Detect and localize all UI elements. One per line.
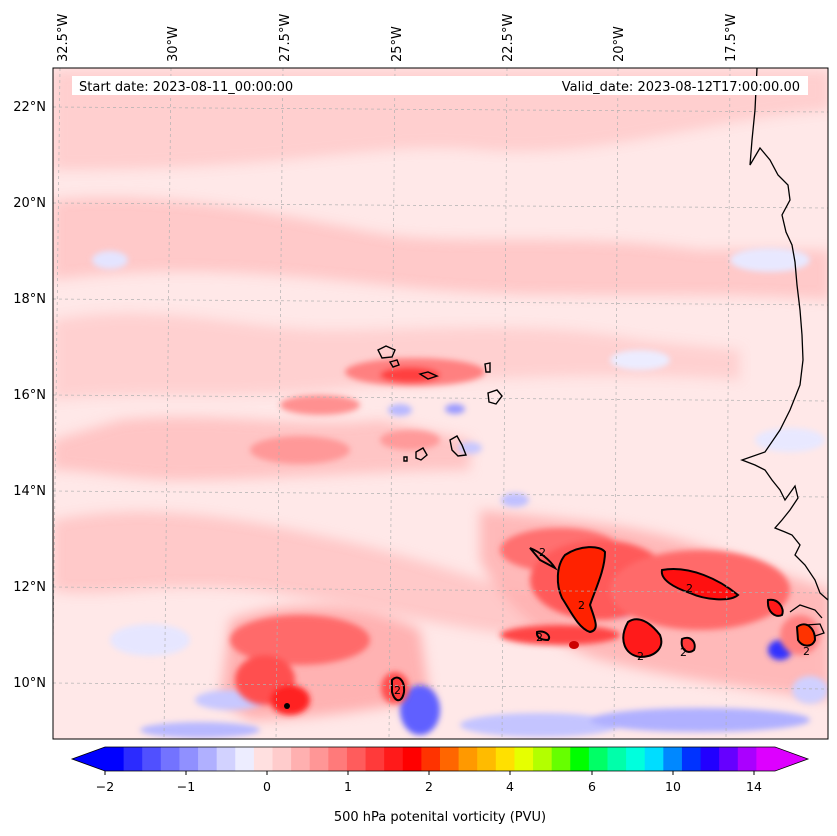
colorbar-cell: [105, 747, 125, 771]
colorbar-cell: [700, 747, 720, 771]
colorbar-tick-label: 14: [746, 779, 762, 794]
pv-negative-areas: [92, 248, 828, 738]
contour-label: 2: [803, 645, 810, 658]
pv-contours: [391, 546, 817, 702]
valid-date-text: Valid_date: 2023-08-12T17:00:00.00: [562, 80, 800, 95]
colorbar-cell: [607, 747, 627, 771]
colorbar-cell: [477, 747, 497, 771]
lon-label: 27.5°W: [278, 14, 293, 62]
colorbar-cell: [142, 747, 162, 771]
latitude-labels: 22°N 20°N 18°N 16°N 14°N 12°N 10°N: [13, 100, 46, 691]
lat-label: 14°N: [13, 484, 46, 499]
colorbar-cell: [309, 747, 329, 771]
colorbar-cell: [346, 747, 367, 771]
colorbar-cell: [179, 747, 199, 771]
pv-core-areas: [284, 547, 815, 709]
lat-label: 18°N: [13, 292, 46, 307]
colorbar-tick-label: −2: [96, 779, 114, 794]
african-coastline: [740, 68, 828, 637]
colorbar-cell: [160, 747, 180, 771]
contour-label: 2: [680, 646, 687, 659]
colorbar-cell: [365, 747, 385, 771]
colorbar-cell: [458, 747, 478, 771]
colorbar-ticks: [104, 771, 755, 775]
colorbar-cell: [570, 747, 590, 771]
cape-verde-islands: [377, 345, 503, 462]
lon-label: 32.5°W: [56, 14, 71, 62]
colorbar-cell: [514, 747, 534, 771]
colorbar-cell: [291, 747, 311, 771]
contour-label: 2: [637, 650, 644, 663]
colorbar-cell: [253, 747, 273, 771]
lat-label: 22°N: [13, 100, 46, 115]
colorbar-cell: [384, 747, 404, 771]
lon-label: 22.5°W: [501, 14, 516, 62]
colorbar-tick-label: 0: [263, 779, 271, 794]
colorbar-cell: [626, 747, 646, 771]
colorbar-cell: [198, 747, 218, 771]
colorbar-cell: [681, 747, 702, 771]
contour-label: 2: [536, 631, 543, 644]
longitude-labels: 32.5°W 30°W 27.5°W 25°W 22.5°W 20°W 17.5…: [56, 14, 739, 62]
colorbar-cell: [588, 747, 608, 771]
colorbar-left-arrow: [72, 747, 105, 771]
contour-label: 2: [686, 582, 693, 595]
colorbar-cell: [756, 747, 776, 771]
lat-label: 10°N: [13, 676, 46, 691]
contour-label: 2: [394, 684, 401, 697]
lon-label: 20°W: [612, 26, 627, 62]
contour-labels: 2 2 2 2 2 2 2 2: [394, 546, 810, 697]
colorbar-tick-label: 10: [665, 779, 681, 794]
start-date-text: Start date: 2023-08-11_00:00:00: [79, 80, 293, 95]
contour-label: 2: [539, 546, 546, 559]
colorbar-cell: [533, 747, 553, 771]
colorbar-cell: [235, 747, 255, 771]
map-panel: 2 2 2 2 2 2 2 2 Start date: 2023-08-11_0…: [53, 68, 828, 739]
colorbar-tick-label: 4: [506, 779, 514, 794]
colorbar-cell: [328, 747, 348, 771]
lat-label: 12°N: [13, 580, 46, 595]
colorbar-cell: [495, 747, 515, 771]
colorbar-right-arrow: [775, 747, 808, 771]
colorbar-cell: [719, 747, 739, 771]
contour-label: 2: [578, 599, 585, 612]
colorbar-cell: [216, 747, 236, 771]
lon-label: 25°W: [390, 26, 405, 62]
colorbar-tick-label: −1: [177, 779, 195, 794]
colorbar: −2 −1 0 1 2 4 6 10 14 500 hPa potenital …: [70, 746, 810, 825]
colorbar-title: 500 hPa potenital vorticity (PVU): [334, 810, 546, 825]
colorbar-tick-label: 1: [344, 779, 352, 794]
colorbar-cell: [644, 747, 664, 771]
colorbar-cell: [663, 747, 683, 771]
colorbar-tick-label: 6: [588, 779, 596, 794]
lat-label: 20°N: [13, 196, 46, 211]
map-frame: [52, 67, 829, 740]
lon-label: 17.5°W: [724, 14, 739, 62]
colorbar-cells: [105, 747, 776, 771]
colorbar-cell: [272, 747, 292, 771]
colorbar-cell: [551, 747, 571, 771]
colorbar-tick-label: 2: [425, 779, 433, 794]
lon-label: 30°W: [166, 26, 181, 62]
lat-label: 16°N: [13, 388, 46, 403]
colorbar-cell: [737, 747, 757, 771]
colorbar-cell: [440, 747, 460, 771]
header-box: [72, 76, 808, 95]
colorbar-cell: [123, 747, 143, 771]
colorbar-cell: [421, 747, 441, 771]
colorbar-cell: [402, 747, 422, 771]
